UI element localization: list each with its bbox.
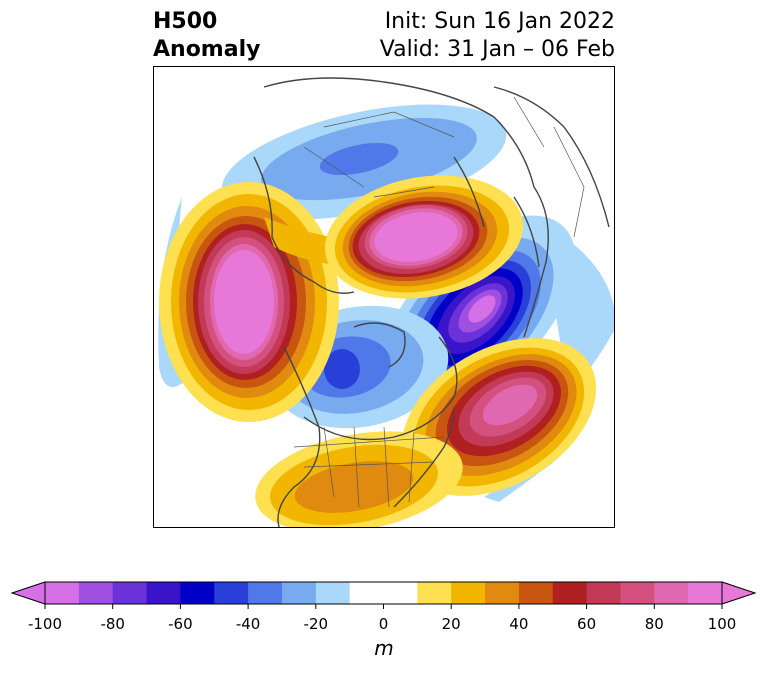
anomaly-map [153, 66, 615, 528]
colorbar-cell [417, 582, 452, 604]
colorbar-tick-label: 100 [707, 615, 737, 633]
colorbar-cells [45, 582, 723, 604]
forecast-info: Init: Sun 16 Jan 2022 Valid: 31 Jan – 06… [380, 8, 615, 64]
colorbar-tick-label: -40 [235, 615, 261, 633]
coastlines [253, 77, 610, 527]
colorbar-tick-label: -60 [168, 615, 193, 633]
colorbar-ticks [44, 604, 723, 609]
colorbar-cell [485, 582, 520, 604]
title-variable: H500 [153, 9, 218, 34]
colorbar-cell [688, 582, 723, 604]
colorbar-tick-label: 60 [577, 615, 597, 633]
colorbar-max-extend [721, 581, 757, 605]
colorbar-cell [214, 582, 249, 604]
init-date: Init: Sun 16 Jan 2022 [384, 9, 615, 34]
colorbar-cell [586, 582, 621, 604]
title-field: Anomaly [153, 37, 261, 62]
colorbar-units: m [374, 636, 394, 660]
colorbar-cell [315, 582, 351, 604]
colorbar-tick-label: -20 [303, 615, 329, 633]
colorbar-tick-label: -100 [27, 615, 63, 633]
colorbar-cell [620, 582, 655, 604]
pos-anomaly-siberia [324, 175, 524, 299]
colorbar-cell [281, 582, 317, 604]
colorbar-cell [349, 582, 384, 604]
colorbar-cell [112, 582, 148, 604]
pos-anomaly-pacific [159, 182, 339, 422]
colorbar-cell [451, 582, 486, 604]
colorbar-cell [248, 582, 283, 604]
map-svg [158, 77, 614, 527]
borders [293, 96, 585, 508]
map-title: H500 Anomaly [153, 8, 260, 64]
colorbar-cell [552, 582, 588, 604]
colorbar-min-extend [10, 581, 46, 605]
colorbar-cell [146, 582, 181, 604]
colorbar-tick-label: 0 [378, 615, 389, 633]
colorbar-cell [45, 582, 80, 604]
colorbar-cell [78, 582, 114, 604]
colorbar-cell [180, 582, 215, 604]
colorbar [10, 581, 757, 609]
colorbar-tick-label: -80 [100, 615, 125, 633]
valid-range: Valid: 31 Jan – 06 Feb [379, 37, 615, 62]
colorbar-tick-label: 80 [644, 615, 664, 633]
colorbar-cell [518, 582, 554, 604]
colorbar-tick-label: 40 [509, 615, 529, 633]
colorbar-cell [383, 582, 418, 604]
colorbar-cell [654, 582, 689, 604]
colorbar-tick-label: 20 [441, 615, 461, 633]
pos-anomaly-atlantic [401, 338, 597, 496]
